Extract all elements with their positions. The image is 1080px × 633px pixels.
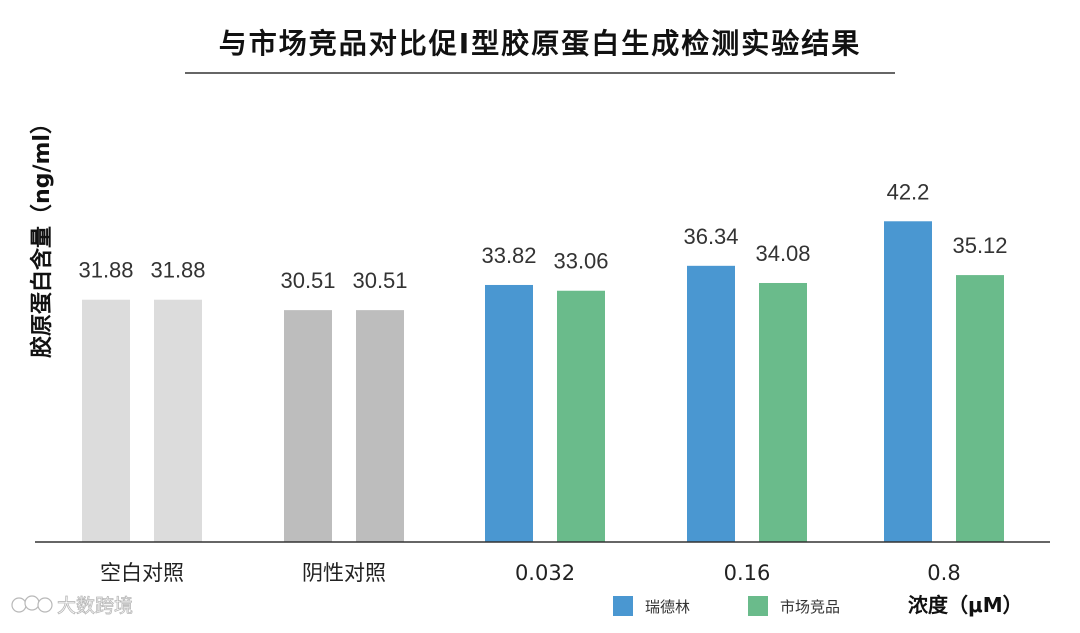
bar-competitor-4: [956, 275, 1004, 542]
category-label-0: 空白对照: [100, 561, 184, 585]
category-label-1: 阴性对照: [302, 561, 386, 585]
legend-swatch-ruidelin: [613, 596, 633, 616]
y-axis-label: 胶原蛋白含量（ng/ml）: [29, 112, 55, 358]
legend-swatch-competitor: [748, 596, 768, 616]
value-label-competitor-0: 31.88: [150, 258, 205, 283]
x-axis-label: 浓度（μM）: [908, 593, 1023, 617]
value-label-ruidelin-4: 42.2: [887, 179, 930, 204]
legend-label-competitor: 市场竞品: [780, 598, 840, 616]
legend-label-ruidelin: 瑞德林: [645, 598, 690, 616]
chart-title: 与市场竞品对比促I型胶原蛋白生成检测实验结果: [219, 27, 861, 60]
bar-ruidelin-1: [284, 310, 332, 542]
bar-ruidelin-3: [687, 265, 735, 542]
bar-ruidelin-2: [485, 284, 533, 542]
watermark-text: 大数跨境: [57, 595, 133, 617]
value-label-competitor-1: 30.51: [352, 268, 407, 293]
bars-layer: 31.88 31.88 空白对照 30.51 30.51 阴性对照 33.82 33.06 0.…: [78, 179, 1007, 585]
bar-competitor-0: [154, 299, 202, 542]
category-label-2: 0.032: [515, 561, 575, 585]
bar-competitor-3: [759, 282, 807, 542]
value-label-ruidelin-0: 31.88: [78, 258, 133, 283]
value-label-competitor-3: 34.08: [755, 241, 810, 266]
legend: 瑞德林 市场竞品: [613, 596, 840, 616]
bar-competitor-1: [356, 310, 404, 542]
bar-ruidelin-4: [884, 221, 932, 542]
bar-competitor-2: [557, 290, 605, 542]
bar-ruidelin-0: [82, 299, 130, 542]
value-label-ruidelin-1: 30.51: [280, 268, 335, 293]
category-label-4: 0.8: [927, 561, 960, 585]
value-label-competitor-2: 33.06: [553, 249, 608, 274]
category-label-3: 0.16: [724, 561, 771, 585]
watermark-logo-icon: [11, 595, 53, 613]
watermark: 大数跨境: [11, 595, 133, 617]
value-label-ruidelin-3: 36.34: [683, 224, 738, 249]
value-label-competitor-4: 35.12: [952, 233, 1007, 258]
value-label-ruidelin-2: 33.82: [481, 243, 536, 268]
